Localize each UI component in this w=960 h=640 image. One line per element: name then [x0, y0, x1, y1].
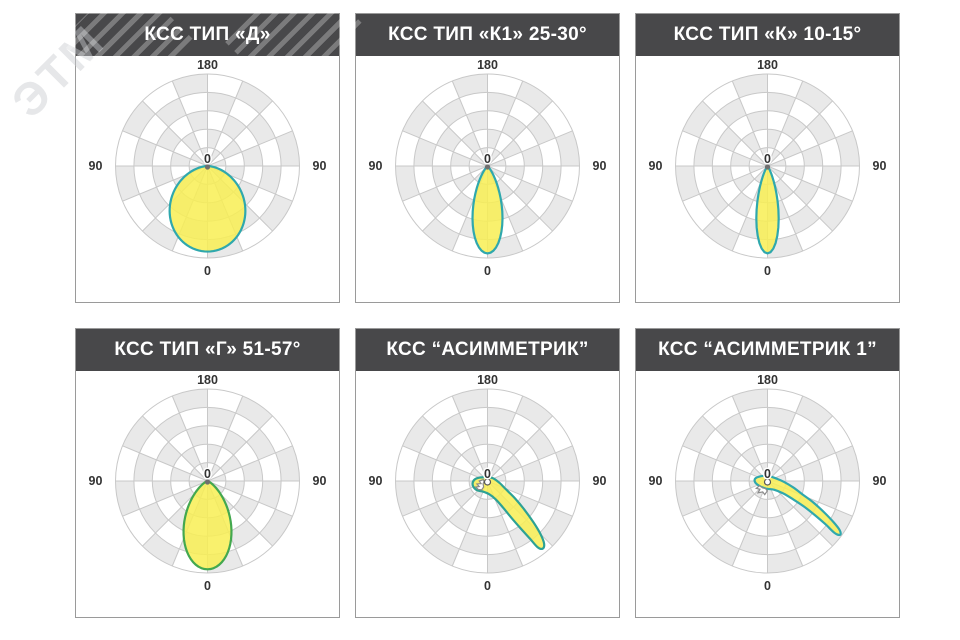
center-marker [204, 479, 211, 485]
axis-label-center: 0 [764, 152, 771, 166]
panel-body: 180 90 90 0 0 [76, 371, 339, 617]
axis-label-top: 180 [197, 58, 218, 72]
axis-label-center: 0 [484, 467, 491, 481]
panel-title: КСС “АСИММЕТРИК 1” [658, 339, 877, 360]
panel-body: 180 90 90 0 0 [636, 56, 899, 302]
panel-body: 180 90 90 0 0 [76, 56, 339, 302]
panel-header: КСС ТИП «Д» [76, 14, 339, 56]
axis-label-left: 90 [649, 474, 663, 488]
kcc-panel: КСС ТИП «К» 10-15° 180 90 90 0 0 [635, 13, 900, 303]
axis-label-right: 90 [593, 474, 607, 488]
axis-label-bottom: 0 [764, 264, 771, 278]
axis-label-left: 90 [369, 159, 383, 173]
axis-label-bottom: 0 [204, 579, 211, 593]
axis-label-left: 90 [369, 474, 383, 488]
axis-label-right: 90 [873, 474, 887, 488]
polar-chart: 180 90 90 0 0 [649, 58, 887, 278]
axis-label-right: 90 [313, 474, 327, 488]
polar-chart: 180 90 90 0 0 [89, 58, 327, 278]
center-marker [484, 164, 491, 170]
polar-chart: 180 90 90 0 0 [649, 373, 887, 593]
axis-label-bottom: 0 [484, 579, 491, 593]
axis-label-center: 0 [204, 152, 211, 166]
panel-title: КСС ТИП «К» 10-15° [673, 24, 862, 45]
panel-body: 180 90 90 0 0 [636, 371, 899, 617]
polar-grid-cells [675, 74, 860, 258]
panel-header: КСС ТИП «Г» 51-57° [76, 329, 339, 371]
lobe-white-notch [754, 485, 769, 496]
panel-header: КСС ТИП «К» 10-15° [636, 14, 899, 56]
panel-title: КСС “АСИММЕТРИК” [386, 339, 589, 360]
panel-header: КСС “АСИММЕТРИК” [356, 329, 619, 371]
polar-grid-lines [675, 388, 860, 574]
axis-label-right: 90 [593, 159, 607, 173]
axis-label-left: 90 [89, 474, 103, 488]
center-marker [764, 164, 771, 170]
kcc-panel: КСС ТИП «Г» 51-57° 180 90 90 0 0 [75, 328, 340, 618]
polar-chart: 180 90 90 0 0 [369, 373, 607, 593]
lobe-white-notch [474, 478, 485, 491]
axis-label-center: 0 [204, 467, 211, 481]
panel-body: 180 90 90 0 0 [356, 56, 619, 302]
axis-label-left: 90 [89, 159, 103, 173]
axis-label-top: 180 [477, 373, 498, 387]
panels-grid: КСС ТИП «Д» 180 90 90 0 0 КСС ТИП «К1» 25-30… [75, 13, 900, 618]
axis-label-bottom: 0 [484, 264, 491, 278]
axis-label-center: 0 [484, 152, 491, 166]
polar-grid-lines [675, 73, 860, 259]
panel-title: КСС ТИП «Д» [144, 24, 271, 45]
kcc-panel: КСС “АСИММЕТРИК” 180 90 90 0 0 [355, 328, 620, 618]
intensity-lobe [471, 476, 546, 550]
kcc-panel: КСС ТИП «К1» 25-30° 180 90 90 0 0 [355, 13, 620, 303]
center-marker [204, 164, 211, 170]
panel-header: КСС ТИП «К1» 25-30° [356, 14, 619, 56]
panel-header: КСС “АСИММЕТРИК 1” [636, 329, 899, 371]
axis-label-left: 90 [649, 159, 663, 173]
panel-body: 180 90 90 0 0 [356, 371, 619, 617]
intensity-lobe [168, 164, 247, 253]
kcc-panel: КСС ТИП «Д» 180 90 90 0 0 [75, 13, 340, 303]
polar-chart: 180 90 90 0 0 [369, 58, 607, 278]
axis-label-bottom: 0 [204, 264, 211, 278]
panel-title: КСС ТИП «К1» 25-30° [388, 24, 587, 45]
axis-label-top: 180 [477, 58, 498, 72]
polar-grid-cells [675, 389, 860, 573]
polar-chart: 180 90 90 0 0 [89, 373, 327, 593]
kcc-panel: КСС “АСИММЕТРИК 1” 180 90 90 0 0 [635, 328, 900, 618]
axis-label-right: 90 [873, 159, 887, 173]
axis-label-top: 180 [197, 373, 218, 387]
axis-label-top: 180 [757, 58, 778, 72]
axis-label-center: 0 [764, 467, 771, 481]
panel-title: КСС ТИП «Г» 51-57° [114, 339, 301, 360]
center-marker [763, 478, 772, 486]
axis-label-top: 180 [757, 373, 778, 387]
center-marker [483, 478, 492, 486]
intensity-lobe [753, 474, 842, 537]
axis-label-bottom: 0 [764, 579, 771, 593]
intensity-lobe [182, 479, 233, 571]
axis-label-right: 90 [313, 159, 327, 173]
